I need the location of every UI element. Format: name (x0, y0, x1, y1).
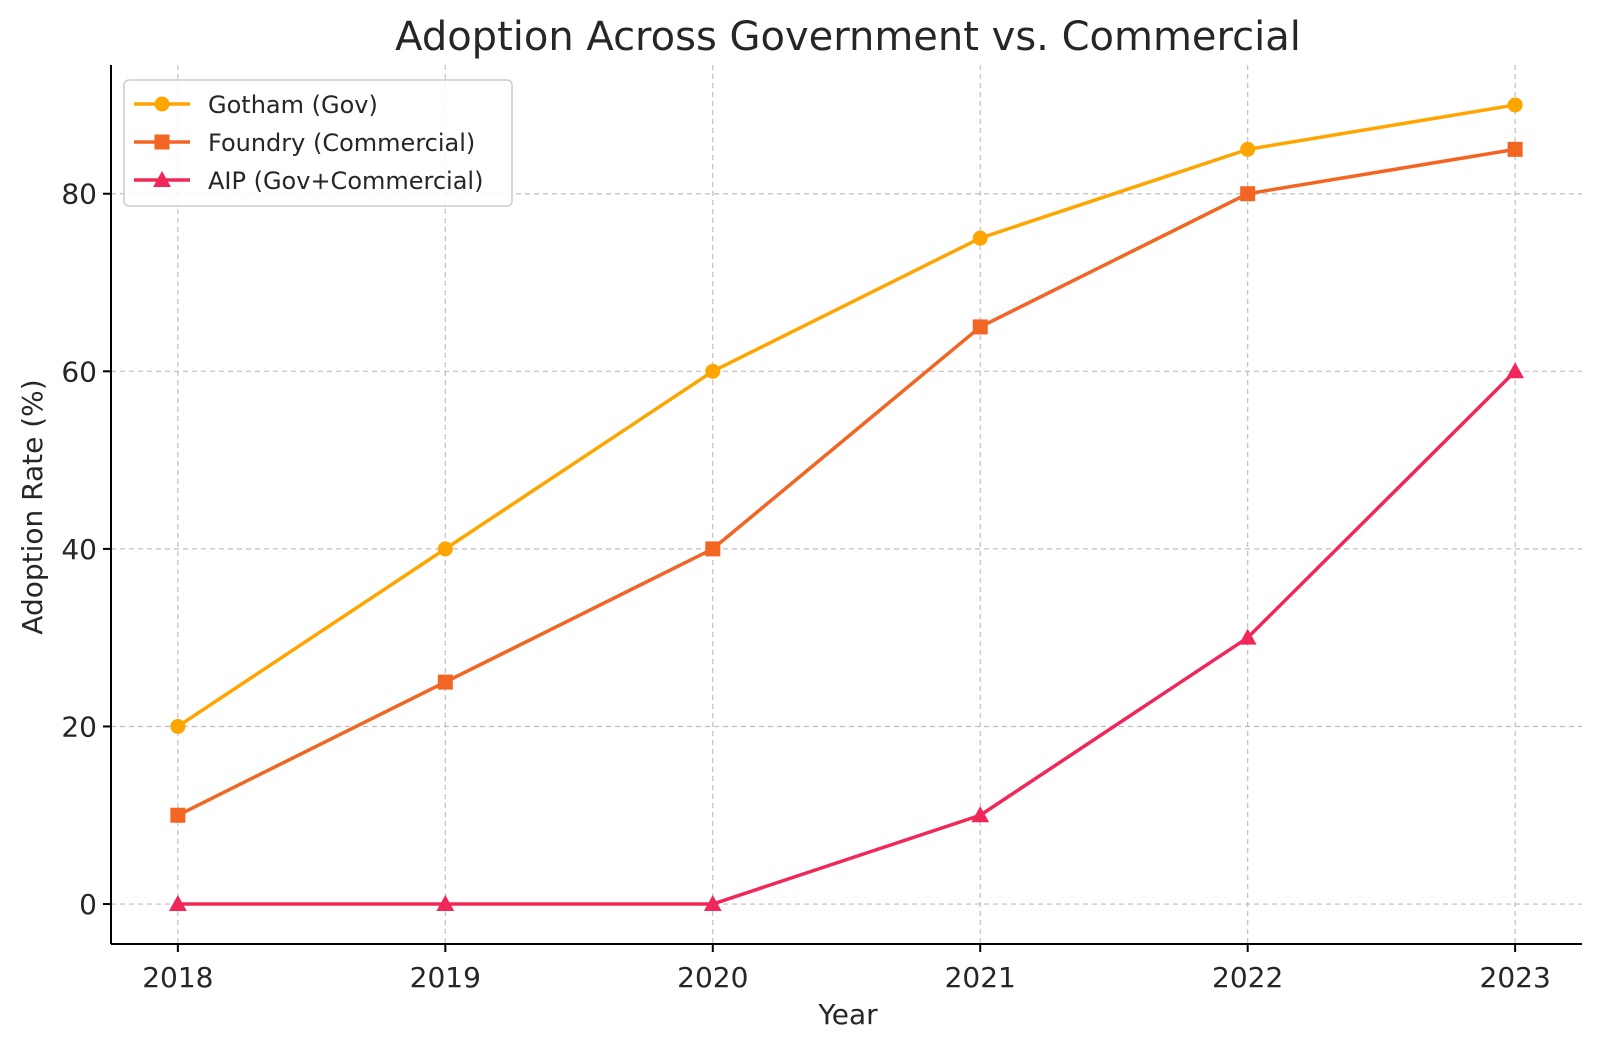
legend-swatch-marker (153, 170, 171, 187)
series-2 (170, 141, 1523, 823)
data-point (705, 541, 721, 557)
data-point (1240, 141, 1256, 157)
data-point (1240, 186, 1256, 202)
data-point (971, 806, 990, 823)
axes-layer (110, 65, 1582, 945)
x-tick-label: 2020 (677, 961, 748, 994)
data-point (972, 230, 988, 246)
data-point (1506, 362, 1525, 379)
y-tick-label: 60 (61, 355, 97, 388)
series-3 (168, 362, 1525, 911)
x-axis-label: Year (817, 998, 878, 1031)
legend-label: Foundry (Commercial) (208, 129, 475, 157)
data-point (705, 363, 721, 379)
legend-swatch-marker (154, 96, 170, 112)
legend-swatch-marker (154, 134, 170, 150)
x-tick-label: 2021 (945, 961, 1016, 994)
legend-item: Gotham (Gov) (134, 91, 378, 119)
data-point (436, 894, 455, 911)
chart-title: Adoption Across Government vs. Commercia… (395, 14, 1301, 60)
y-tick-label: 20 (61, 710, 97, 743)
series-1 (170, 97, 1523, 734)
series-layer (168, 97, 1525, 911)
legend-item: Foundry (Commercial) (134, 129, 475, 157)
legend-label: Gotham (Gov) (208, 91, 378, 119)
data-point (437, 541, 453, 557)
legend-label: AIP (Gov+Commercial) (208, 167, 483, 195)
data-point (170, 807, 186, 823)
x-tick-label: 2023 (1480, 961, 1551, 994)
x-tick-label: 2018 (142, 961, 213, 994)
x-tick-label: 2019 (410, 961, 481, 994)
series-line (176, 369, 1517, 906)
data-point (972, 319, 988, 335)
series-line (176, 103, 1517, 729)
data-point (1507, 97, 1523, 113)
legend-item: AIP (Gov+Commercial) (134, 167, 483, 195)
ticks-layer: 2018 2019 2020 2021 2022 2023 0 20 40 60 80 (61, 178, 1550, 994)
y-tick-label: 80 (61, 178, 97, 211)
data-point (703, 894, 722, 911)
data-point (437, 674, 453, 690)
legend-box (123, 79, 513, 207)
data-point (170, 718, 186, 734)
data-point (1507, 141, 1523, 157)
y-tick-label: 40 (61, 533, 97, 566)
legend: Gotham (Gov) Foundry (Commercial) AIP (Gov… (123, 79, 513, 207)
y-tick-label: 0 (79, 888, 97, 921)
data-point (168, 894, 187, 911)
y-axis-label: Adoption Rate (%) (16, 379, 49, 634)
x-tick-label: 2022 (1212, 961, 1283, 994)
data-point (1238, 628, 1257, 645)
series-line (176, 147, 1517, 818)
